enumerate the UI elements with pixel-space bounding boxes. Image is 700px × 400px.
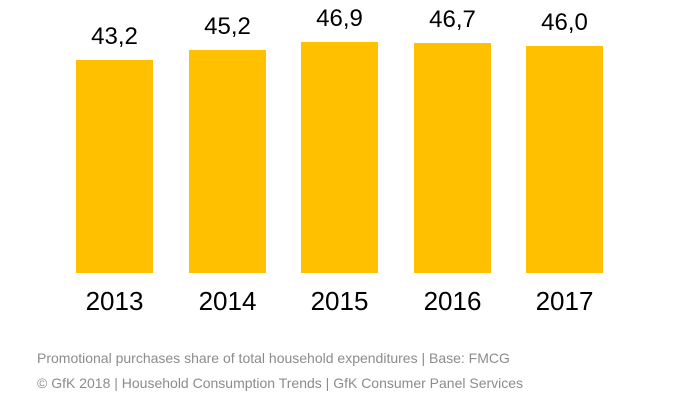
bar-column: 45,2 xyxy=(189,0,266,273)
bar-value-label: 46,0 xyxy=(541,9,588,36)
bar xyxy=(526,46,603,273)
x-axis-category-label: 2015 xyxy=(310,286,369,316)
bar xyxy=(189,50,266,273)
x-axis-category-label: 2013 xyxy=(85,286,144,316)
x-axis-category-label: 2014 xyxy=(198,286,257,316)
x-axis-category-label: 2017 xyxy=(535,286,594,316)
footer-caption: Promotional purchases share of total hou… xyxy=(37,350,510,366)
bar-value-label: 46,7 xyxy=(429,6,476,33)
footer-copyright: © GfK 2018 | Household Consumption Trend… xyxy=(37,375,524,391)
bar-value-label: 45,2 xyxy=(204,13,251,40)
bar-chart-plot-area: 43,2 2013 45,2 2014 46,9 2015 46,7 2016 46,0 2017 xyxy=(76,0,603,316)
chart-footer: Promotional purchases share of total hou… xyxy=(37,346,523,396)
bar-column: 46,7 xyxy=(414,0,491,273)
bar xyxy=(414,43,491,273)
bar-column: 46,9 xyxy=(301,0,378,273)
bar-value-label: 43,2 xyxy=(91,23,138,50)
x-axis-category-label: 2016 xyxy=(423,286,482,316)
bar-value-label: 46,9 xyxy=(316,5,363,32)
bar xyxy=(76,60,153,273)
bar-column: 43,2 xyxy=(76,0,153,273)
bar-column: 46,0 xyxy=(526,0,603,273)
bar xyxy=(301,42,378,273)
